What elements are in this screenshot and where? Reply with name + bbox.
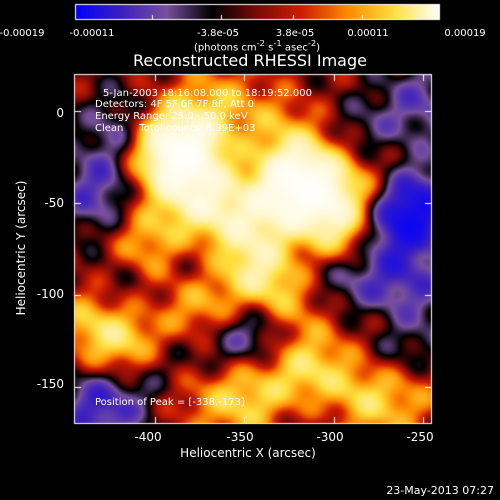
colorbar-tick-label: 0.00011 xyxy=(347,28,389,39)
y-tick-label: -100 xyxy=(36,287,64,301)
energy-range-annotation: Energy Range: 25.0 - 50.0 keV xyxy=(95,111,248,122)
time-range-annotation: 5-Jan-2003 18:16:08.000 to 18:19:52.000 xyxy=(103,88,312,99)
colorbar-tick-label: -0.00019 xyxy=(0,28,45,39)
x-tick-label: -400 xyxy=(134,430,162,444)
clean-counts-annotation: Clean Total counts: 8.39E+03 xyxy=(95,123,256,134)
detectors-annotation: Detectors: 4F 5F 6F 7F 8F, Att 0 xyxy=(95,99,255,110)
colorbar-tick-label: 0.00019 xyxy=(444,28,486,39)
y-axis-label: Heliocentric Y (arcsec) xyxy=(14,180,28,316)
chart-title: Reconstructed RHESSI Image xyxy=(133,51,367,70)
x-axis-label: Heliocentric X (arcsec) xyxy=(180,446,316,460)
x-tick-label: -250 xyxy=(406,430,434,444)
peak-position-annotation: Position of Peak = [-338,-173] xyxy=(95,397,245,408)
y-tick-label: -50 xyxy=(44,196,64,210)
colorbar-tick-label: -0.00011 xyxy=(69,28,115,39)
x-tick-label: -350 xyxy=(226,430,254,444)
x-tick-label: -300 xyxy=(316,430,344,444)
colorbar-tick-label: -3.8e-05 xyxy=(197,28,239,39)
timestamp: 23-May-2013 07:27 xyxy=(386,484,494,497)
y-tick-label: 0 xyxy=(56,106,64,120)
colorbar-tick-label: 3.8e-05 xyxy=(275,28,315,39)
y-tick-label: -150 xyxy=(36,377,64,391)
colorbar-unit-label: (photons cm-2 s-1 asec-2) xyxy=(193,38,321,54)
